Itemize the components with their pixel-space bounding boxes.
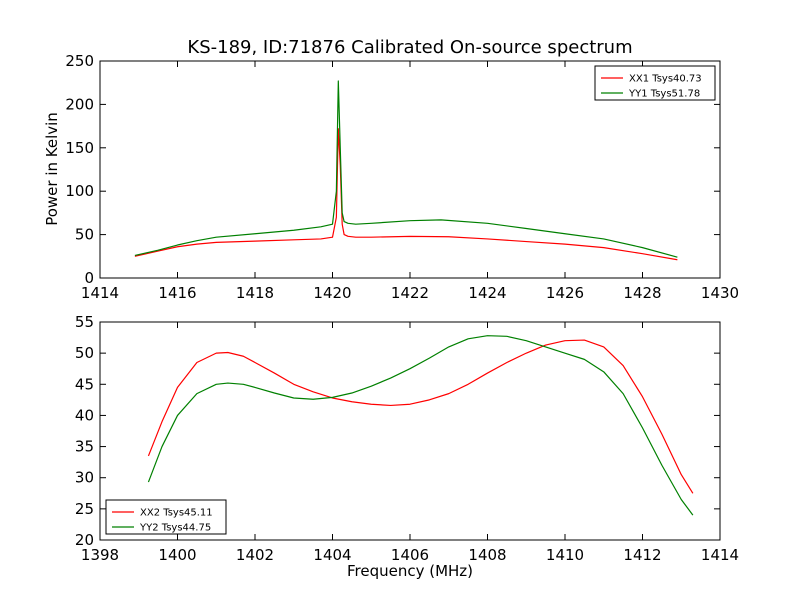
- x-tick-label: 1412: [623, 546, 661, 564]
- y-tick-label: 30: [75, 469, 94, 487]
- x-tick-label: 1430: [701, 284, 739, 302]
- y-tick-label: 35: [75, 438, 94, 456]
- x-tick-label: 1414: [701, 546, 739, 564]
- x-tick-label: 1408: [468, 546, 506, 564]
- y-tick-label: 20: [75, 531, 94, 549]
- y-tick-label: 50: [75, 344, 94, 362]
- x-tick-label: 1398: [81, 546, 119, 564]
- y-tick-label: 25: [75, 500, 94, 518]
- chart-title: KS-189, ID:71876 Calibrated On-source sp…: [187, 37, 632, 58]
- y-tick-label: 200: [65, 95, 94, 113]
- y-tick-label: 100: [65, 182, 94, 200]
- legend-box: [594, 65, 716, 101]
- y-tick-label: 50: [75, 226, 94, 244]
- x-tick-label: 1424: [468, 284, 506, 302]
- x-tick-label: 1420: [313, 284, 351, 302]
- y-tick-label: 150: [65, 139, 94, 157]
- x-tick-label: 1402: [236, 546, 274, 564]
- series-line-2: [147, 335, 694, 516]
- x-tick-label: 1400: [158, 546, 196, 564]
- y-tick-label: 45: [75, 375, 94, 393]
- top-spectrum-axes: 1414 1416 1418 1420 1422 1424 1426 1428 1430 0 50 1…: [65, 52, 739, 302]
- y-tick-label: 250: [65, 52, 94, 70]
- y-tick-label: 40: [75, 406, 94, 424]
- bottom-x-axis-label: Frequency (MHz): [347, 562, 473, 580]
- series-line-1: [134, 128, 678, 261]
- x-tick-label: 1406: [391, 546, 429, 564]
- y-tick-label: 55: [75, 313, 94, 331]
- series-line-2: [134, 80, 678, 258]
- y-tick-label: 0: [84, 269, 94, 287]
- legend-box: [105, 499, 227, 535]
- x-tick-label: 1428: [623, 284, 661, 302]
- legend-label-1: XX1 Tsys40.73: [629, 74, 702, 85]
- x-tick-label: 1414: [81, 284, 119, 302]
- x-tick-label: 1418: [236, 284, 274, 302]
- series-line-1: [147, 339, 694, 494]
- x-tick-label: 1416: [158, 284, 196, 302]
- legend-label-2: YY1 Tsys51.78: [628, 89, 700, 100]
- x-tick-label: 1404: [313, 546, 351, 564]
- legend: XX2 Tsys45.11 YY2 Tsys44.75: [105, 499, 227, 535]
- bottom-spectrum-axes: 1398 1400 1402 1404 1406 1408 1410 1412 1414 20 25…: [75, 313, 739, 564]
- top-y-axis-label: Power in Kelvin: [43, 112, 61, 226]
- x-tick-label: 1410: [546, 546, 584, 564]
- legend: XX1 Tsys40.73 YY1 Tsys51.78: [594, 65, 716, 101]
- legend-label-1: XX2 Tsys45.11: [140, 508, 213, 519]
- x-tick-label: 1422: [391, 284, 429, 302]
- legend-label-2: YY2 Tsys44.75: [139, 523, 211, 534]
- x-tick-label: 1426: [546, 284, 584, 302]
